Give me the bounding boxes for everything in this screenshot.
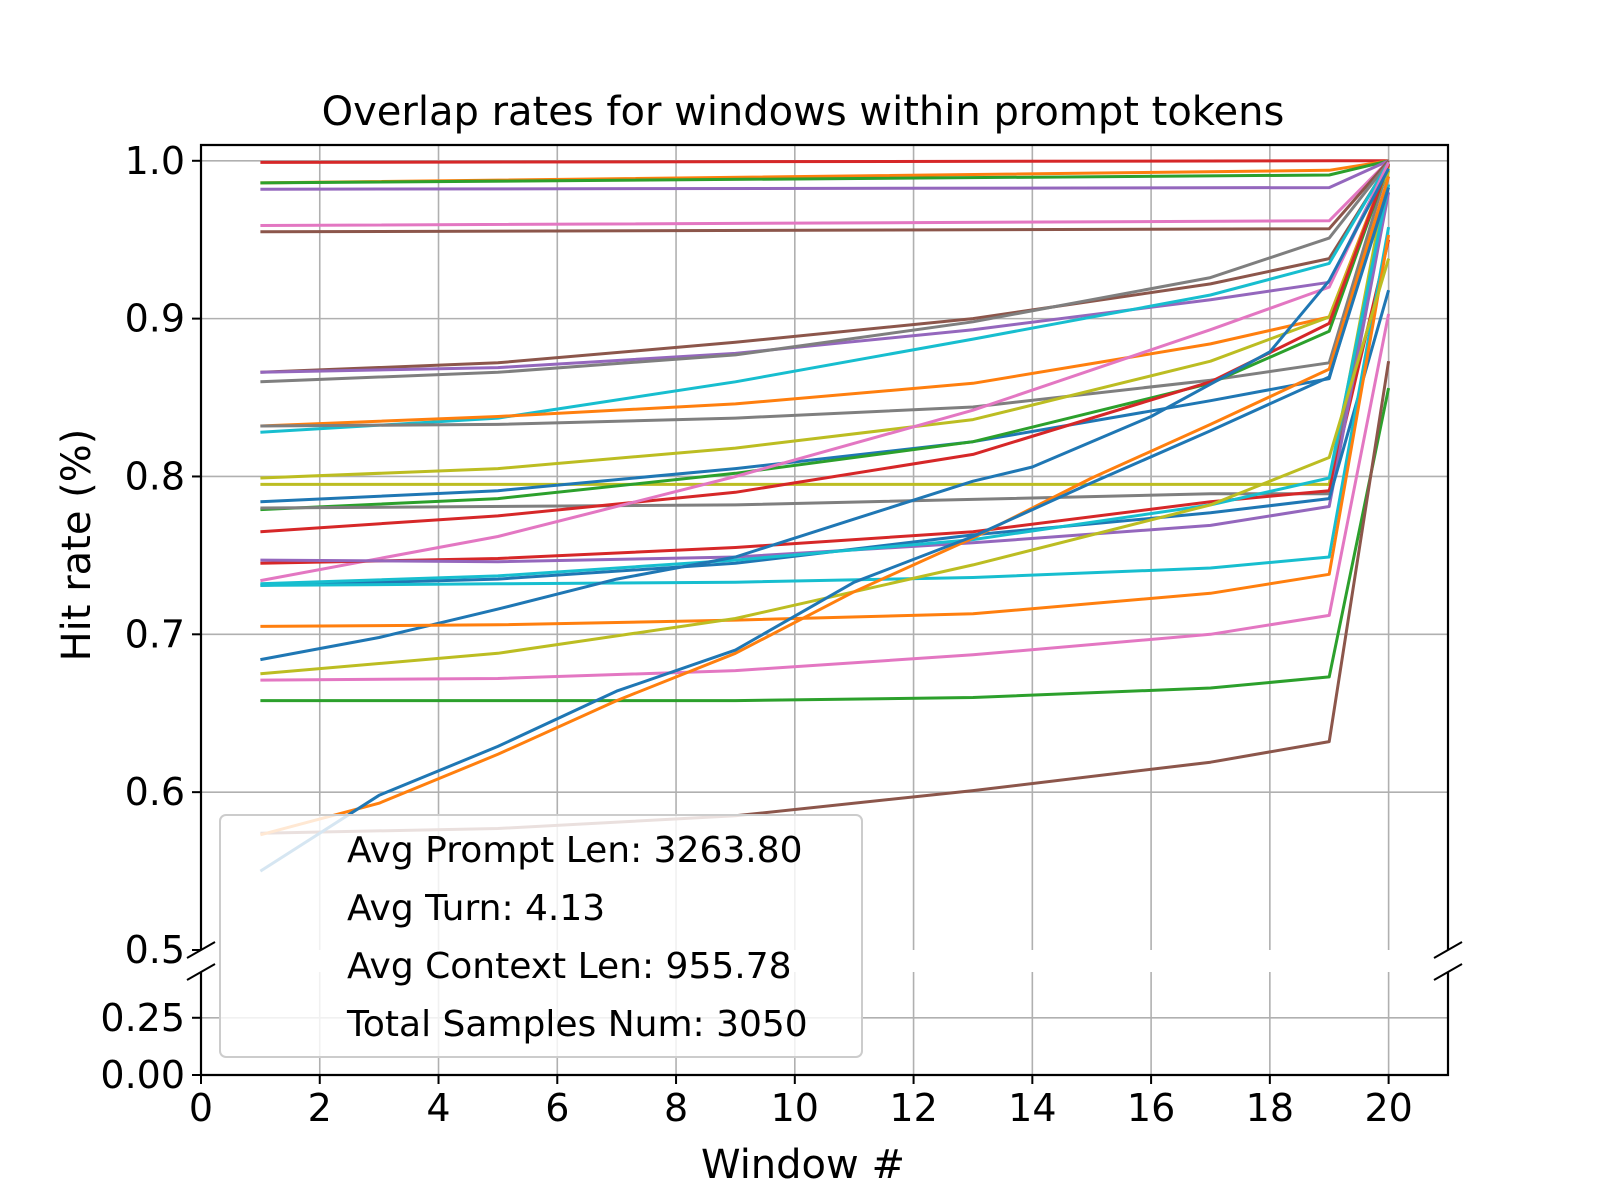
axis-ticks: 0 2 4 6 8 10 12 14 16 18 20 0.5 0.6 0.7 0.8 0.9 1.0 0.00 0… [100,139,1412,1130]
y-tick-label-top: 0.6 [125,770,185,814]
series-line-1 [260,159,1389,164]
series-line-6 [260,159,1390,234]
series-line-25 [260,167,1390,662]
axis-break-mark [1433,963,1463,981]
series-line-19 [260,161,1390,583]
y-tick-label-bottom: 0.25 [100,996,185,1040]
x-tick-label: 4 [426,1086,450,1130]
x-tick-label: 18 [1246,1086,1294,1130]
y-tick-label-top: 0.7 [125,612,185,656]
x-tick-label: 0 [189,1086,213,1130]
y-tick-label-bottom: 0.00 [100,1053,185,1097]
x-tick-label: 8 [664,1086,688,1130]
y-tick-label-top: 0.9 [125,297,185,341]
x-axis-label: Window # [701,1142,905,1188]
series-line-16 [260,163,1391,512]
x-tick-label: 12 [889,1086,937,1130]
legend: Avg Prompt Len: 3263.80 Avg Turn: 4.13 A… [219,814,863,1058]
series-line-26 [260,234,1391,628]
series-line-13 [260,166,1390,480]
axis-break-mark [186,963,216,981]
series-line-32 [259,187,1391,873]
legend-avg-prompt-len: Avg Prompt Len: 3263.80 [347,830,803,871]
series-line-31 [260,176,1391,837]
series-line-24 [260,226,1391,587]
legend-total-samples: Total Samples Num: 3050 [346,1004,808,1045]
top-panel-frame [199,143,1450,950]
series-line-11 [260,163,1390,428]
y-tick-label-top: 0.8 [125,454,185,498]
series-line-27 [260,258,1391,676]
series-line-20 [260,239,1391,565]
x-tick-label: 14 [1008,1086,1056,1130]
legend-avg-turn: Avg Turn: 4.13 [347,888,605,929]
x-tick-label: 20 [1364,1086,1412,1130]
series-line-18 [260,163,1391,534]
x-tick-label: 6 [545,1086,569,1130]
series-line-10 [260,161,1390,434]
axis-break-mark [1433,941,1463,959]
series-line-12 [260,165,1391,428]
chart-title: Overlap rates for windows within prompt … [322,89,1285,135]
x-tick-label: 10 [771,1086,819,1130]
legend-avg-context-len: Avg Context Len: 955.78 [347,946,792,987]
y-tick-label-top: 0.5 [125,928,185,972]
x-tick-label: 2 [308,1086,332,1130]
series-line-28 [260,313,1391,682]
y-tick-label-top: 1.0 [125,139,185,183]
series-line-2 [260,159,1389,185]
axes-frame [186,143,1463,1077]
series-line-5 [260,159,1390,227]
bottom-panel-frame [199,972,1450,1077]
series-line-3 [260,159,1389,185]
series-line-21 [260,192,1391,564]
x-tick-label: 16 [1127,1086,1175,1130]
legend-box [219,814,863,1058]
series-line-9 [260,161,1390,384]
series-line-4 [260,159,1390,191]
series-lines [259,159,1391,873]
y-axis-label: Hit rate (%) [54,429,100,662]
series-line-29 [260,387,1391,703]
series-line-7 [260,163,1390,374]
